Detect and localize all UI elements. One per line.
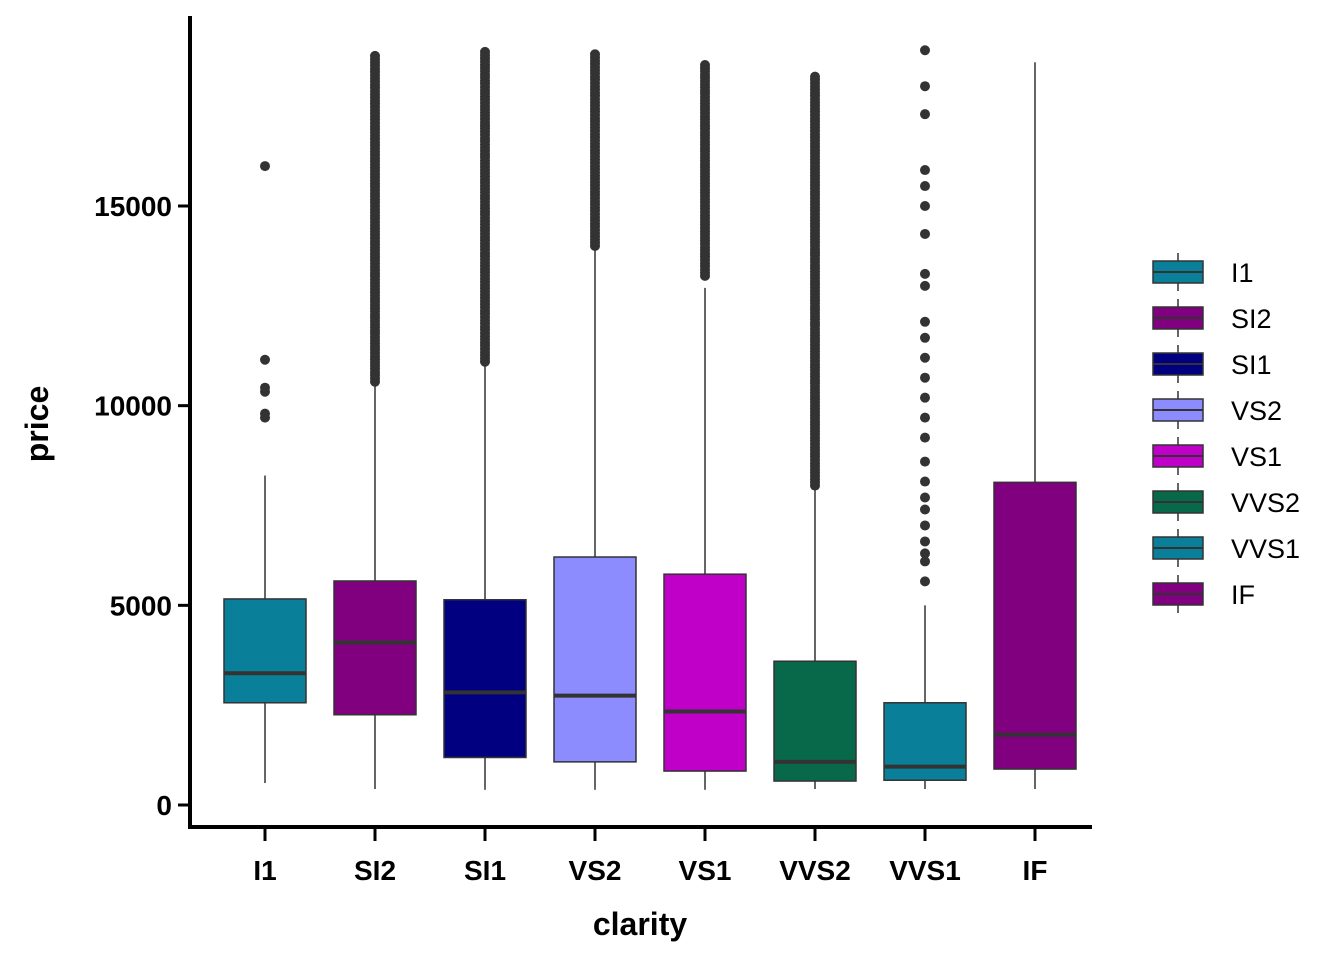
outlier-point — [920, 476, 930, 487]
outlier-point — [920, 181, 930, 192]
y-tick-label: 15000 — [94, 191, 172, 222]
outlier-point — [920, 536, 930, 547]
outlier-point — [370, 50, 380, 61]
legend-item: SI2 — [1152, 299, 1272, 337]
outlier-point — [920, 268, 930, 279]
outlier-point — [260, 354, 270, 365]
box-group — [663, 60, 747, 790]
box-iqr — [333, 580, 417, 716]
box-group — [883, 45, 967, 790]
box-group — [993, 62, 1077, 790]
outlier-point — [920, 548, 930, 559]
outlier-point — [920, 520, 930, 531]
y-tick-label: 0 — [156, 790, 172, 821]
outlier-point — [920, 201, 930, 211]
outlier-point — [920, 109, 930, 120]
outlier-point — [810, 71, 820, 82]
outlier-point — [920, 45, 930, 56]
legend-item: VVS1 — [1152, 529, 1300, 567]
outlier-point — [920, 432, 930, 443]
outlier-point — [920, 316, 930, 327]
outlier-point — [920, 456, 930, 467]
outlier-point — [920, 372, 930, 383]
legend-label: SI1 — [1231, 350, 1272, 380]
outlier-point — [920, 576, 930, 587]
y-tick-label: 10000 — [94, 391, 172, 422]
outlier-point — [920, 228, 930, 239]
box-group — [773, 71, 857, 790]
legend-item: VVS2 — [1152, 483, 1300, 521]
outlier-point — [920, 412, 930, 423]
box-group — [443, 46, 527, 790]
legend-item: SI1 — [1152, 345, 1272, 383]
outlier-point — [260, 161, 270, 172]
x-tick-label: IF — [1023, 855, 1048, 886]
boxes-layer — [223, 45, 1077, 790]
outlier-point — [590, 49, 600, 60]
outlier-point — [260, 408, 270, 419]
box-group — [553, 49, 637, 790]
outlier-point — [920, 492, 930, 503]
outlier-point — [920, 352, 930, 363]
x-tick-label: SI1 — [464, 855, 506, 886]
outlier-point — [920, 332, 930, 343]
outlier-point — [920, 280, 930, 291]
y-tick-label: 5000 — [110, 590, 172, 621]
x-ticks: I1 SI2 SI1 VS2 VS1 VVS2 VVS1 IF — [253, 827, 1047, 886]
legend-label: VVS1 — [1231, 534, 1300, 564]
outlier-point — [920, 504, 930, 515]
legend-label: SI2 — [1231, 304, 1272, 334]
x-tick-label: VS2 — [569, 855, 622, 886]
y-axis-title: price — [19, 386, 55, 462]
x-tick-label: VVS1 — [889, 855, 961, 886]
x-axis-title: clarity — [593, 906, 687, 942]
legend-item: IF — [1152, 575, 1255, 613]
legend-label: VS2 — [1231, 396, 1282, 426]
box-group — [223, 161, 307, 784]
legend-item: VS1 — [1152, 437, 1282, 475]
box-iqr — [223, 598, 307, 704]
y-ticks: 0 5000 10000 15000 — [94, 191, 190, 821]
box-iqr — [993, 481, 1077, 770]
x-tick-label: SI2 — [354, 855, 396, 886]
outlier-point — [920, 392, 930, 403]
legend-label: VS1 — [1231, 442, 1282, 472]
x-tick-label: VVS2 — [779, 855, 851, 886]
outlier-point — [920, 165, 930, 176]
box-iqr — [553, 556, 637, 763]
box-iqr — [663, 573, 747, 772]
legend: I1 SI2 SI1 VS2 VS1 VVS2 VVS1 IF — [1152, 253, 1300, 613]
legend-label: VVS2 — [1231, 488, 1300, 518]
box-iqr — [443, 598, 527, 759]
outlier-point — [700, 60, 710, 71]
x-tick-label: I1 — [253, 855, 276, 886]
outlier-point — [920, 81, 930, 92]
legend-item: VS2 — [1152, 391, 1282, 429]
legend-label: I1 — [1231, 258, 1254, 288]
outlier-point — [480, 46, 490, 57]
x-tick-label: VS1 — [679, 855, 732, 886]
axes-layer — [188, 16, 1092, 829]
outlier-point — [920, 556, 930, 567]
outlier-point — [260, 382, 270, 393]
box-group — [333, 50, 417, 790]
legend-item: I1 — [1152, 253, 1254, 291]
legend-label: IF — [1231, 580, 1255, 610]
